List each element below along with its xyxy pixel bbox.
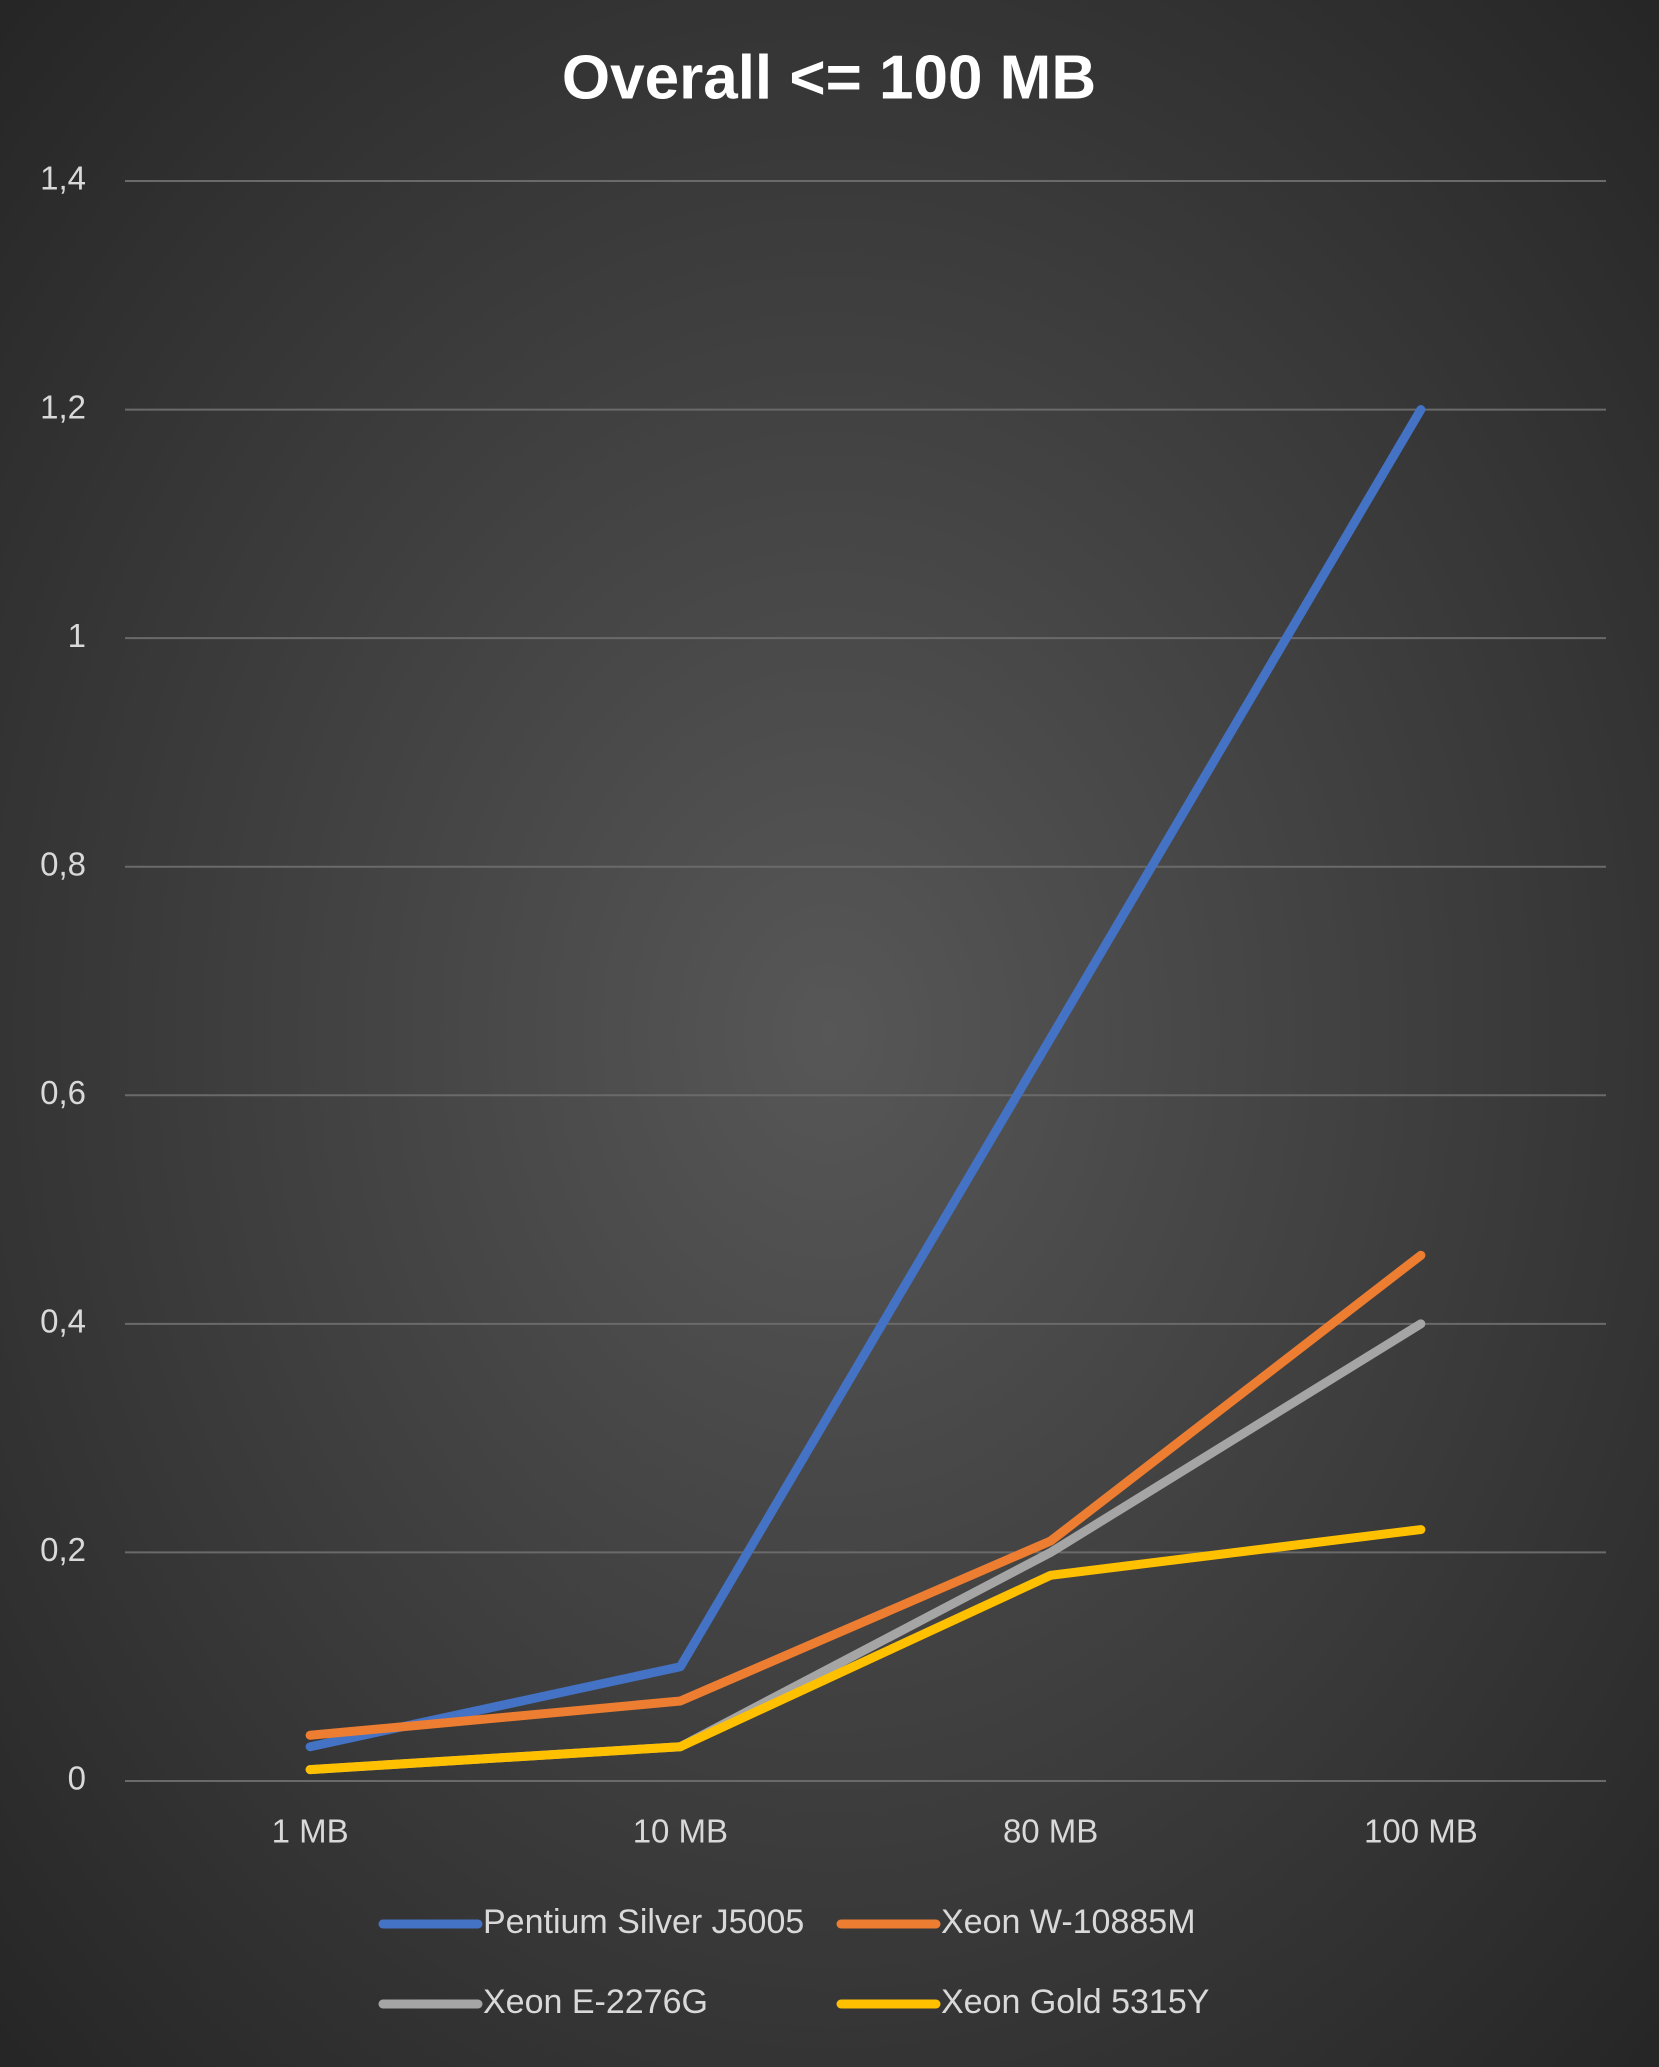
y-tick-label: 0,6 <box>40 1074 86 1111</box>
chart-title: Overall <= 100 MB <box>562 43 1096 112</box>
y-tick-label: 0,8 <box>40 845 86 882</box>
y-tick-label: 1,4 <box>40 160 86 197</box>
series-line <box>305 405 1426 1752</box>
y-tick-label: 1 <box>68 617 86 654</box>
y-tick-label: 0,4 <box>40 1303 86 1340</box>
series-line <box>305 1525 1426 1775</box>
y-tick-label: 0,2 <box>40 1531 86 1568</box>
x-tick-label: 1 MB <box>272 1813 349 1850</box>
x-tick-label: 10 MB <box>633 1813 728 1850</box>
legend-label: Xeon Gold 5315Y <box>941 1983 1209 2021</box>
y-tick-label: 1,2 <box>40 388 86 425</box>
y-tick-label: 0 <box>68 1760 86 1797</box>
series-line <box>305 1250 1426 1740</box>
x-tick-label: 100 MB <box>1364 1813 1478 1850</box>
legend-label: Pentium Silver J5005 <box>483 1903 804 1941</box>
x-tick-label: 80 MB <box>1003 1813 1098 1850</box>
legend-label: Xeon W-10885M <box>941 1903 1196 1941</box>
legend-label: Xeon E-2276G <box>483 1983 708 2021</box>
